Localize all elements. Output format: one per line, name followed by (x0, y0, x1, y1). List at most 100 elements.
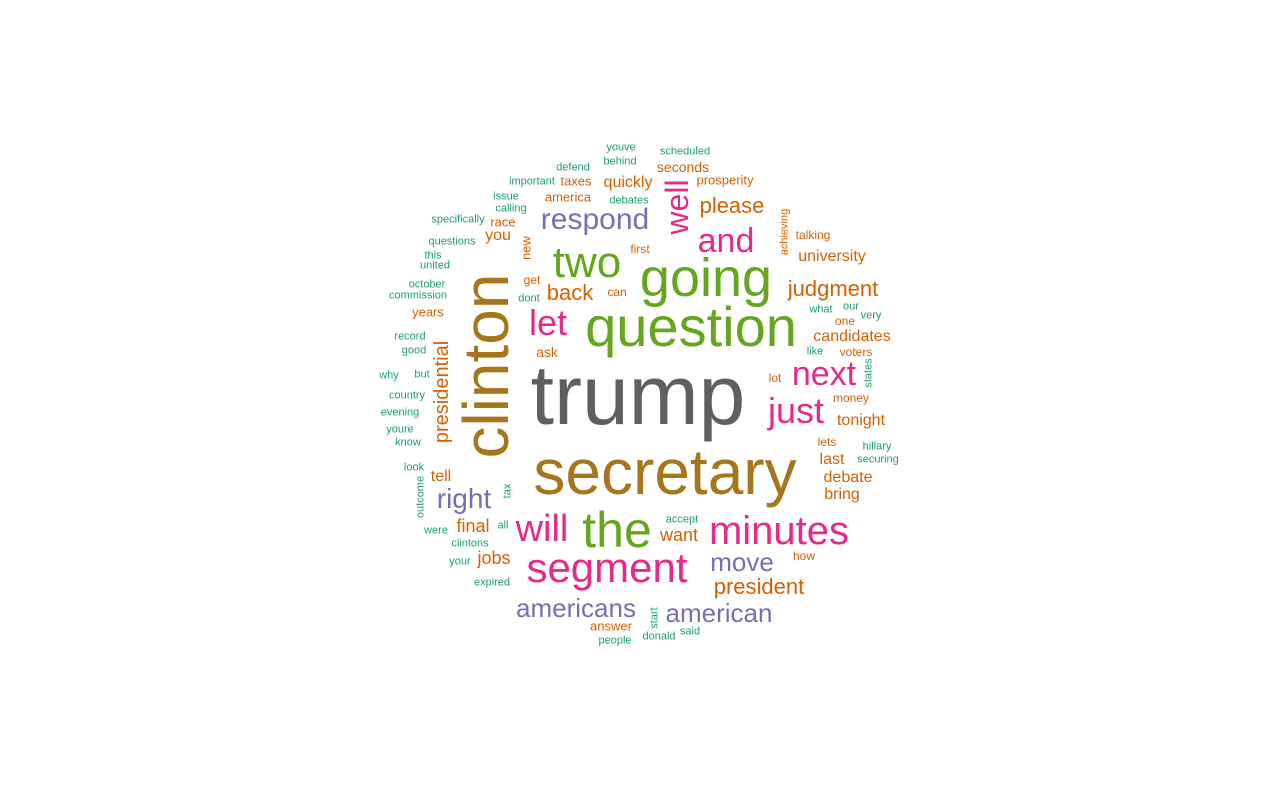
word-all: all (497, 519, 509, 532)
word-president: president (713, 574, 805, 599)
word-seconds: seconds (656, 159, 710, 175)
word-judgment: judgment (787, 276, 879, 301)
word-debate: debate (823, 469, 873, 486)
word-what: what (809, 303, 833, 316)
word-this: this (424, 249, 442, 262)
word-america: america (544, 189, 592, 205)
word-very: very (860, 309, 882, 322)
word-and: and (697, 222, 755, 260)
word-said: said (679, 625, 701, 638)
word-answer: answer (590, 618, 632, 634)
word-you: you (485, 227, 511, 244)
word-good: good (401, 344, 427, 357)
word-our: our (843, 300, 859, 313)
word-scheduled: scheduled (659, 145, 711, 158)
word-questions: questions (428, 235, 476, 248)
word-know: know (395, 436, 421, 449)
word-secretary: secretary (533, 436, 797, 508)
word-new: new (518, 236, 534, 260)
word-october: october (408, 278, 446, 291)
word-one: one (834, 314, 856, 328)
word-american: american (665, 598, 773, 628)
word-get: get (523, 273, 541, 287)
word-donald: donald (642, 630, 676, 643)
word-years: years (412, 304, 444, 320)
word-achieving: achieving (778, 208, 791, 256)
word-like: like (806, 345, 824, 358)
word-securing: securing (857, 453, 899, 466)
word-accept: accept (665, 513, 699, 526)
word-candidates: candidates (813, 328, 891, 345)
word-record: record (394, 330, 426, 343)
word-right: right (436, 483, 492, 514)
word-bring: bring (824, 486, 860, 503)
word-youve: youve (606, 141, 636, 154)
word-calling: calling (495, 202, 527, 215)
word-were: were (424, 524, 448, 537)
word-prosperity: prosperity (696, 172, 754, 188)
word-want: want (659, 525, 699, 545)
word-well: well (659, 179, 695, 235)
word-americans: americans (516, 593, 636, 623)
word-tonight: tonight (836, 412, 886, 429)
word-start: start (648, 607, 661, 629)
word-question: question (585, 295, 797, 358)
word-the: the (582, 502, 652, 558)
word-respond: respond (540, 203, 650, 236)
word-hillary: hillary (862, 440, 892, 453)
word-segment: segment (526, 544, 688, 591)
word-dont: dont (518, 292, 540, 305)
word-last: last (819, 451, 845, 468)
word-defend: defend (556, 161, 590, 174)
word-how: how (792, 549, 816, 563)
word-move: move (710, 547, 774, 577)
word-clinton: clinton (450, 273, 522, 459)
word-debates: debates (609, 194, 649, 207)
word-states: states (862, 358, 875, 388)
word-can: can (607, 285, 627, 299)
word-behind: behind (603, 155, 637, 168)
word-ask: ask (536, 344, 558, 360)
word-united: united (420, 259, 450, 272)
word-let: let (528, 302, 568, 343)
word-final: final (456, 516, 490, 536)
word-race: race (490, 214, 516, 230)
word-two: two (552, 238, 622, 287)
word-back: back (546, 280, 594, 305)
word-university: university (798, 248, 866, 265)
word-look: look (403, 461, 425, 474)
word-presidential: presidential (431, 340, 453, 444)
word-expired: expired (473, 576, 511, 589)
word-talking: talking (795, 228, 831, 242)
word-will: will (515, 508, 569, 550)
word-outcome: outcome (414, 475, 427, 519)
word-issue: issue (493, 190, 519, 203)
word-specifically: specifically (431, 213, 485, 226)
word-important: important (509, 175, 555, 188)
word-voters: voters (839, 345, 873, 359)
word-but: but (414, 368, 430, 381)
word-tell: tell (430, 468, 452, 485)
word-clintons: clintons (451, 537, 489, 550)
word-youre: youre (386, 423, 414, 436)
word-why: why (379, 369, 399, 382)
word-commission: commission (388, 289, 448, 302)
word-people: people (598, 634, 632, 647)
word-first: first (630, 242, 650, 256)
word-evening: evening (380, 406, 420, 419)
word-please: please (699, 193, 765, 218)
word-lot: lot (768, 371, 782, 385)
word-trump: trump (530, 348, 746, 442)
word-jobs: jobs (477, 548, 511, 568)
word-taxes: taxes (560, 173, 592, 189)
word-quickly: quickly (603, 174, 653, 191)
word-next: next (791, 355, 857, 393)
word-tax: tax (501, 483, 514, 499)
word-lets: lets (817, 435, 837, 449)
word-minutes: minutes (708, 509, 850, 553)
word-your: your (449, 555, 471, 568)
word-going: going (639, 248, 773, 308)
word-country: country (388, 389, 426, 402)
word-just: just (767, 390, 825, 431)
